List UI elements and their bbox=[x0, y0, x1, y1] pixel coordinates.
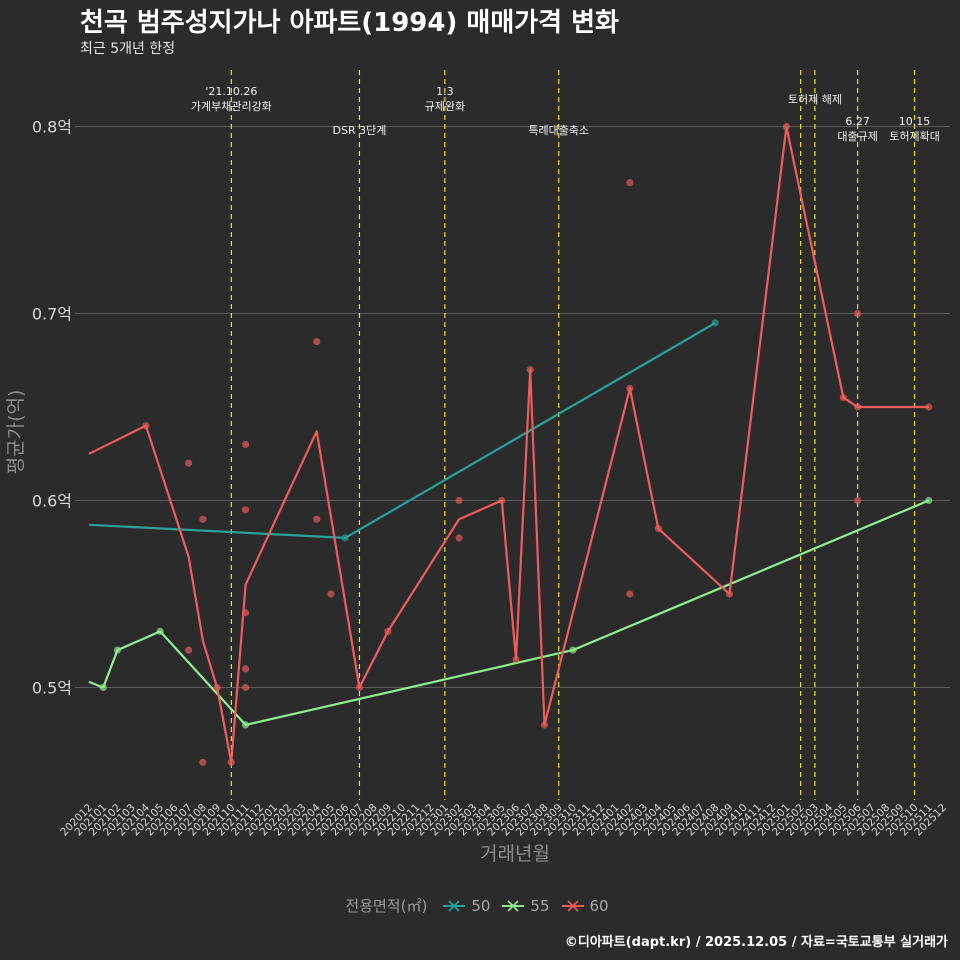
data-point-60 bbox=[526, 366, 534, 374]
legend-key-50-icon bbox=[443, 899, 466, 912]
data-point-60 bbox=[142, 422, 150, 430]
data-point-60 bbox=[782, 122, 791, 131]
policy-annotation-text: DSR 3단계 bbox=[333, 124, 387, 137]
y-tick-label: 0.6억 bbox=[32, 492, 72, 511]
legend-title: 전용면적(㎡) bbox=[345, 897, 428, 915]
data-point-55 bbox=[569, 646, 577, 654]
legend-item-55: 55 bbox=[502, 896, 550, 915]
data-point-60 bbox=[626, 590, 634, 598]
y-tick-label: 0.5억 bbox=[32, 679, 72, 698]
data-point-60 bbox=[327, 590, 335, 598]
data-point-60 bbox=[925, 403, 933, 411]
gridlines bbox=[75, 126, 950, 688]
data-point-60 bbox=[455, 496, 463, 505]
data-point-60 bbox=[626, 384, 634, 392]
data-point-60 bbox=[199, 758, 207, 766]
data-point-60 bbox=[854, 309, 862, 318]
data-point-60 bbox=[455, 534, 463, 542]
legend-label-60: 60 bbox=[589, 896, 609, 915]
policy-annotation-text: 6.27 bbox=[845, 115, 870, 128]
x-axis-label: 거래년월 bbox=[480, 843, 550, 865]
data-point-60 bbox=[654, 524, 662, 533]
policy-annotation-text: 대출규제 bbox=[837, 130, 877, 143]
data-point-60 bbox=[854, 496, 862, 505]
legend-key-55-icon bbox=[502, 899, 525, 912]
series-line-60 bbox=[88, 125, 929, 764]
data-point-60 bbox=[241, 506, 250, 514]
y-tick-label: 0.8억 bbox=[32, 118, 72, 137]
data-point-60 bbox=[185, 459, 193, 467]
data-point-60 bbox=[213, 683, 221, 692]
data-point-60 bbox=[626, 179, 634, 187]
y-tick-label: 0.7억 bbox=[32, 305, 72, 324]
data-point-60 bbox=[241, 665, 250, 673]
x-axis: 2020122021012021022021032021042021052021… bbox=[58, 801, 949, 838]
data-point-60 bbox=[227, 758, 235, 766]
y-axis: 0.5억 0.6억 0.7억 0.8억 bbox=[32, 118, 72, 698]
chart-subtitle: 최근 5개년 한정 bbox=[80, 41, 176, 57]
data-point-60 bbox=[241, 683, 250, 692]
policy-annotation-text: '21.10.26 bbox=[205, 85, 257, 98]
policy-annotation-text: 토허제 해제 bbox=[788, 92, 842, 106]
data-point-60 bbox=[355, 683, 364, 692]
data-point-60 bbox=[839, 394, 847, 402]
policy-annotation-text: 규제완화 bbox=[425, 100, 465, 113]
data-point-50 bbox=[341, 534, 349, 542]
legend: 전용면적(㎡) 50 55 60 bbox=[0, 895, 960, 916]
data-point-55 bbox=[241, 721, 250, 729]
policy-annotation-text: 토허제확대 bbox=[889, 130, 940, 143]
legend-key-60-icon bbox=[561, 899, 584, 912]
policy-lines bbox=[230, 70, 916, 800]
series-layer bbox=[88, 122, 933, 766]
series-line-55 bbox=[88, 499, 930, 726]
series-line-50 bbox=[88, 321, 716, 539]
chart-title: 천곡 범주성지가나 아파트(1994) 매매가격 변화 bbox=[80, 8, 619, 38]
y-axis-label: 평균가(억) bbox=[5, 390, 27, 475]
legend-item-50: 50 bbox=[443, 897, 490, 915]
data-point-60 bbox=[384, 627, 392, 636]
data-point-60 bbox=[498, 496, 506, 505]
data-point-55 bbox=[925, 496, 933, 505]
source-caption: ©디아파트(dapt.kr) / 2025.12.05 / 자료=국토교통부 실… bbox=[564, 935, 948, 950]
data-point-60 bbox=[313, 515, 321, 523]
data-point-55 bbox=[156, 627, 164, 636]
data-point-60 bbox=[725, 590, 734, 598]
data-point-60 bbox=[185, 646, 193, 654]
data-point-60 bbox=[313, 337, 321, 346]
policy-annotation-text: 가계부채관리강화 bbox=[191, 100, 272, 113]
data-point-60 bbox=[241, 440, 250, 448]
data-point-55 bbox=[99, 683, 107, 692]
data-point-60 bbox=[512, 655, 520, 664]
data-point-60 bbox=[241, 609, 250, 617]
policy-annotation-text: 특례대출축소 bbox=[528, 124, 589, 137]
data-point-50 bbox=[711, 319, 719, 327]
legend-label-55: 55 bbox=[530, 896, 550, 915]
legend-item-60: 60 bbox=[561, 896, 609, 915]
legend-label-50: 50 bbox=[471, 896, 491, 915]
policy-annotation-text: 10.15 bbox=[899, 115, 931, 128]
data-point-55 bbox=[113, 646, 122, 654]
policy-annotation-text: 1.3 bbox=[436, 85, 454, 98]
data-point-60 bbox=[854, 403, 862, 411]
data-point-60 bbox=[540, 721, 549, 729]
data-point-60 bbox=[199, 515, 207, 523]
